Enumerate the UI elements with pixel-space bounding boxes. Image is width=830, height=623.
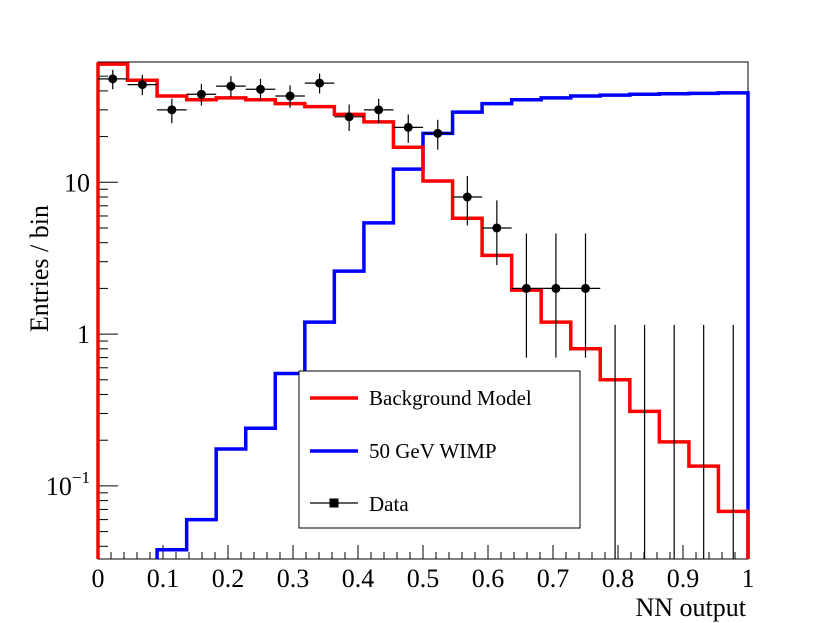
x-tick-label: 0 <box>92 564 105 593</box>
legend: Background Model 50 GeV WIMP Data <box>298 370 581 529</box>
data-point <box>452 176 483 226</box>
x-axis-label: NN output <box>636 593 747 622</box>
data-points <box>97 69 734 559</box>
x-tick-label: 0.9 <box>667 564 700 593</box>
y-tick-label: 10−1 <box>46 468 90 501</box>
data-marker <box>344 112 354 122</box>
data-point <box>304 73 335 94</box>
data-marker <box>521 283 531 293</box>
data-marker <box>433 128 443 138</box>
data-marker <box>492 223 502 233</box>
data-point <box>363 98 394 124</box>
x-tick-label: 0.6 <box>472 564 505 593</box>
x-tick-labels: 0 0.1 0.2 0.3 0.4 0.5 0.6 0.7 0.8 0.9 1 <box>92 564 755 593</box>
x-tick-label: 0.5 <box>407 564 440 593</box>
data-marker <box>167 105 177 115</box>
data-marker <box>551 283 561 293</box>
data-point <box>334 104 364 131</box>
data-point <box>157 98 187 124</box>
x-tick-label: 0.1 <box>147 564 180 593</box>
data-point <box>216 76 246 97</box>
y-tick-labels: 10−1 1 10 <box>46 168 90 501</box>
data-point <box>275 85 305 108</box>
wimp-histogram-line <box>155 91 750 559</box>
x-tick-label: 1 <box>742 564 755 593</box>
legend-wimp-label: 50 GeV WIMP <box>369 439 497 463</box>
data-marker <box>285 91 295 101</box>
data-point <box>186 83 217 106</box>
y-tick-label: 10 <box>64 168 90 197</box>
data-point <box>570 233 601 358</box>
plot-area <box>96 62 750 559</box>
data-point <box>97 69 128 90</box>
data-marker <box>226 81 236 91</box>
data-point <box>541 233 571 358</box>
y-axis-label: Entries / bin <box>25 205 54 332</box>
legend-data-marker <box>329 498 339 508</box>
x-tick-label: 0.2 <box>212 564 245 593</box>
data-point <box>511 233 542 358</box>
x-tick-label: 0.4 <box>342 564 375 593</box>
data-marker <box>315 78 325 88</box>
data-marker <box>256 84 265 94</box>
data-marker <box>108 74 118 84</box>
y-tick-label: 1 <box>77 320 90 349</box>
x-tick-label: 0.3 <box>277 564 310 593</box>
x-tick-label: 0.7 <box>537 564 570 593</box>
data-point <box>482 200 512 266</box>
data-marker <box>462 192 472 202</box>
data-point <box>245 78 276 101</box>
data-marker <box>403 122 413 132</box>
data-point <box>422 119 453 150</box>
data-point <box>127 74 158 96</box>
legend-background-label: Background Model <box>369 386 532 410</box>
data-marker <box>374 105 384 115</box>
data-point <box>393 114 424 143</box>
minor-ticks <box>98 63 736 559</box>
data-marker <box>196 89 206 99</box>
legend-data-label: Data <box>369 492 409 516</box>
data-marker <box>581 283 590 293</box>
data-marker <box>137 80 147 90</box>
x-tick-label: 0.8 <box>602 564 635 593</box>
